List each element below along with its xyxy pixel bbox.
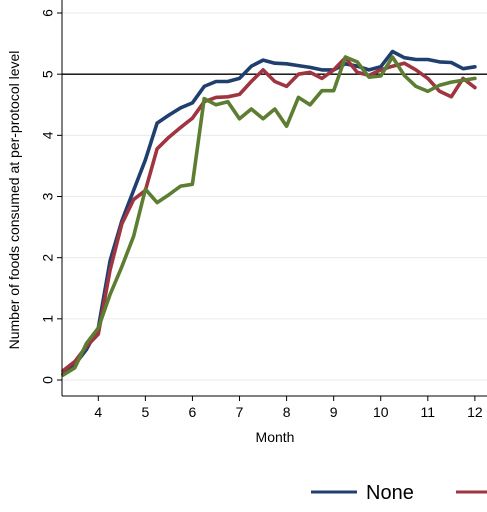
y-tick-label-6: 6 (40, 9, 56, 17)
y-tick-label-1: 1 (40, 315, 56, 323)
x-tick-label-1: 5 (141, 404, 149, 420)
y-tick-label-5: 5 (40, 70, 56, 78)
x-tick-label-7: 11 (421, 404, 436, 420)
x-tick-label-8: 12 (467, 404, 483, 420)
y-axis-label: Number of foods consumed at per-protocol… (6, 51, 22, 350)
y-tick-label-0: 0 (40, 376, 56, 384)
legend-label-0: None (366, 482, 414, 504)
x-tick-label-5: 9 (330, 404, 338, 420)
x-tick-label-2: 6 (189, 404, 197, 420)
x-axis-label: Month (256, 429, 295, 445)
x-tick-label-3: 7 (236, 404, 244, 420)
x-tick-label-6: 10 (373, 404, 389, 420)
y-tick-label-3: 3 (40, 192, 56, 200)
x-tick-label-4: 8 (283, 404, 291, 420)
y-tick-label-4: 4 (40, 131, 56, 139)
x-tick-label-0: 4 (94, 404, 102, 420)
y-tick-label-2: 2 (40, 254, 56, 262)
